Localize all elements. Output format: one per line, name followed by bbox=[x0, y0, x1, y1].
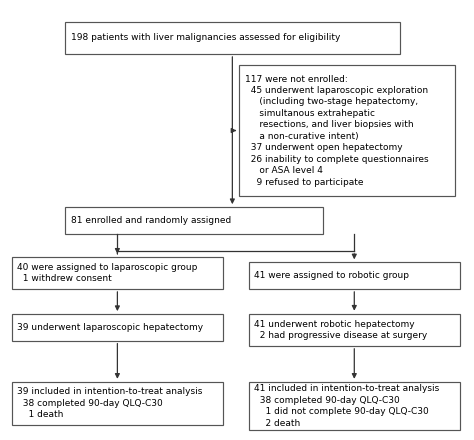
FancyBboxPatch shape bbox=[248, 262, 460, 289]
FancyBboxPatch shape bbox=[12, 381, 223, 425]
FancyBboxPatch shape bbox=[248, 381, 460, 430]
Text: 39 included in intention-to-treat analysis
  38 completed 90-day QLQ-C30
    1 d: 39 included in intention-to-treat analys… bbox=[17, 387, 203, 419]
Text: 41 underwent robotic hepatectomy
  2 had progressive disease at surgery: 41 underwent robotic hepatectomy 2 had p… bbox=[254, 319, 428, 340]
FancyBboxPatch shape bbox=[239, 65, 456, 196]
FancyBboxPatch shape bbox=[12, 257, 223, 289]
FancyBboxPatch shape bbox=[248, 314, 460, 346]
Text: 41 included in intention-to-treat analysis
  38 completed 90-day QLQ-C30
    1 d: 41 included in intention-to-treat analys… bbox=[254, 384, 439, 428]
FancyBboxPatch shape bbox=[12, 314, 223, 341]
Text: 39 underwent laparoscopic hepatectomy: 39 underwent laparoscopic hepatectomy bbox=[17, 323, 203, 332]
Text: 81 enrolled and randomly assigned: 81 enrolled and randomly assigned bbox=[71, 216, 231, 225]
Text: 198 patients with liver malignancies assessed for eligibility: 198 patients with liver malignancies ass… bbox=[71, 33, 340, 42]
Text: 40 were assigned to laparoscopic group
  1 withdrew consent: 40 were assigned to laparoscopic group 1… bbox=[17, 263, 198, 283]
Text: 41 were assigned to robotic group: 41 were assigned to robotic group bbox=[254, 271, 409, 280]
Text: 117 were not enrolled:
  45 underwent laparoscopic exploration
     (including t: 117 were not enrolled: 45 underwent lapa… bbox=[245, 74, 428, 187]
FancyBboxPatch shape bbox=[65, 22, 400, 54]
FancyBboxPatch shape bbox=[65, 207, 323, 234]
